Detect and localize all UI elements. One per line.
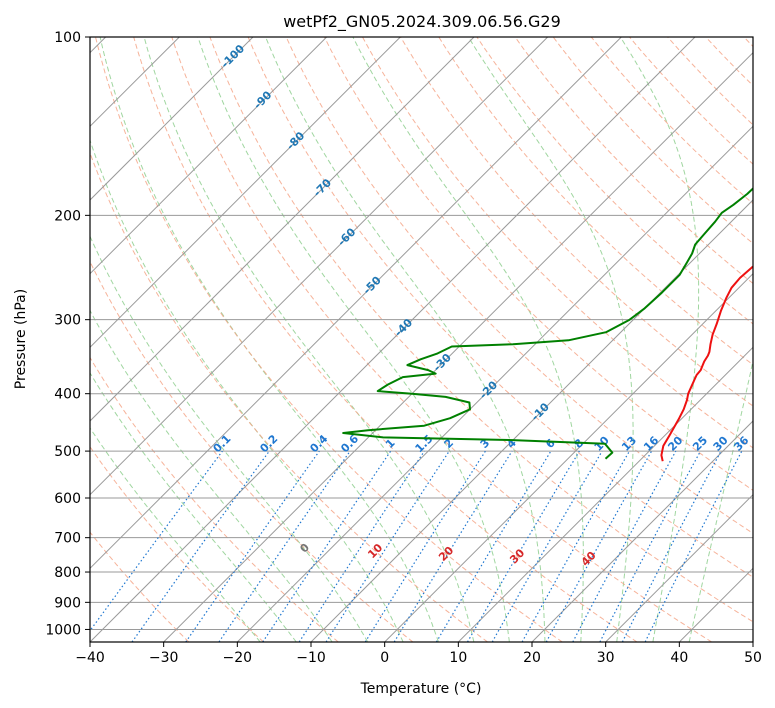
- y-tick-label: 600: [54, 491, 81, 507]
- x-tick-label: −20: [223, 650, 253, 666]
- isotherm-line: [752, 641, 753, 642]
- mixing-ratio-line: [185, 450, 320, 642]
- dry-adiabat-line: [362, 37, 753, 449]
- mixing-ratio-line: [218, 450, 351, 642]
- isotherm-line: [310, 199, 753, 642]
- dry-adiabat-line: [90, 356, 339, 642]
- mixing-ratio-line: [521, 450, 631, 642]
- x-tick-label: 10: [449, 650, 467, 666]
- moist-adiabat-line: [90, 427, 261, 642]
- y-tick-label: 700: [54, 531, 81, 547]
- isotherm-line: [90, 37, 254, 201]
- isotherm-line: [384, 272, 753, 642]
- x-axis-label: Temperature (°C): [360, 681, 482, 697]
- x-tick-label: −30: [149, 650, 179, 666]
- y-axis-label: Pressure (hPa): [13, 289, 29, 389]
- isotherm-line: [457, 346, 753, 642]
- x-axis: −40 −30 −20 −10 0 10 20 30 40 50: [75, 642, 762, 666]
- y-tick-label: 100: [54, 30, 81, 46]
- dry-adiabat-line: [247, 37, 753, 578]
- x-tick-label: 0: [380, 650, 389, 666]
- dewpoint-profile: [342, 187, 753, 460]
- mixing-ratio-line: [131, 450, 270, 642]
- isotherm-line: [605, 493, 753, 642]
- x-tick-label: 30: [597, 650, 615, 666]
- moist-adiabat-line: [90, 235, 369, 642]
- x-tick-label: 20: [523, 650, 541, 666]
- x-tick-label: 40: [670, 650, 688, 666]
- moist-adiabat-line: [90, 371, 297, 642]
- mixing-ratio-line: [325, 450, 450, 642]
- moist-adiabat-line: [99, 37, 439, 642]
- plot-frame: [89, 36, 754, 643]
- dry-adiabat-line: [133, 37, 638, 642]
- dry-adiabat-line: [90, 531, 190, 642]
- mixing-ratio-line: [545, 450, 653, 642]
- y-tick-label: 800: [54, 565, 81, 581]
- moist-adiabats: [90, 37, 753, 642]
- y-tick-label: 400: [54, 387, 81, 403]
- isotherms: [90, 37, 753, 642]
- x-tick-label: −40: [75, 650, 105, 666]
- y-tick-label: 300: [54, 313, 81, 329]
- moist-adiabat-line: [197, 37, 510, 642]
- isotherm-line: [90, 37, 475, 422]
- moist-adiabat-line: [352, 37, 584, 642]
- temperature-profile: [660, 265, 753, 462]
- dry-adiabat-line: [171, 37, 712, 642]
- isotherm-line: [163, 51, 753, 642]
- dry-adiabat-line: [514, 37, 753, 285]
- mixing-ratio-line: [298, 450, 425, 642]
- isotherm-line: [90, 37, 696, 642]
- dry-adiabat-line: [400, 37, 753, 407]
- plot-background: [90, 37, 753, 642]
- y-tick-label: 900: [54, 595, 81, 611]
- dry-adiabat-line: [90, 151, 488, 642]
- y-axis: 100 200 300 400 500 600 700 800 900 1000: [45, 30, 90, 638]
- y-tick-label: 200: [54, 208, 81, 224]
- moist-adiabat-line: [688, 358, 753, 642]
- dry-adiabat-line: [90, 445, 264, 642]
- dry-adiabat-line: [323, 37, 753, 491]
- dry-adiabat-line: [95, 37, 563, 642]
- mixing-ratio-lines: [90, 450, 743, 642]
- dry-adiabat-line: [285, 37, 753, 534]
- dry-adiabat-line: [209, 37, 753, 623]
- x-tick-label: −10: [296, 650, 326, 666]
- sounding-profiles: [342, 187, 753, 462]
- mixing-ratio-line: [572, 450, 677, 642]
- mixing-ratio-line: [644, 450, 743, 642]
- pressure-gridlines: [90, 37, 753, 630]
- mixing-ratio-line: [262, 450, 392, 642]
- moist-adiabat-line: [90, 138, 404, 642]
- isotherm-line: [90, 37, 549, 496]
- chart-title: wetPf2_GN05.2024.309.06.56.G29: [283, 12, 561, 32]
- isotherm-line: [90, 37, 401, 349]
- y-tick-label: 1000: [45, 622, 81, 638]
- isotherm-line: [531, 420, 753, 642]
- moist-adiabat-line: [619, 37, 700, 642]
- moist-adiabat-line: [143, 37, 475, 642]
- isotherm-line: [90, 37, 328, 275]
- mixing-ratio-line: [393, 450, 513, 642]
- x-tick-label: 50: [744, 650, 762, 666]
- isotherm-line: [90, 37, 622, 570]
- mixing-ratio-line: [90, 450, 223, 632]
- dry-adiabat-line: [438, 37, 753, 366]
- moist-adiabat-line: [90, 309, 333, 642]
- isotherm-line: [236, 125, 753, 642]
- moist-adiabat-line: [265, 37, 546, 642]
- y-tick-label: 500: [54, 444, 81, 460]
